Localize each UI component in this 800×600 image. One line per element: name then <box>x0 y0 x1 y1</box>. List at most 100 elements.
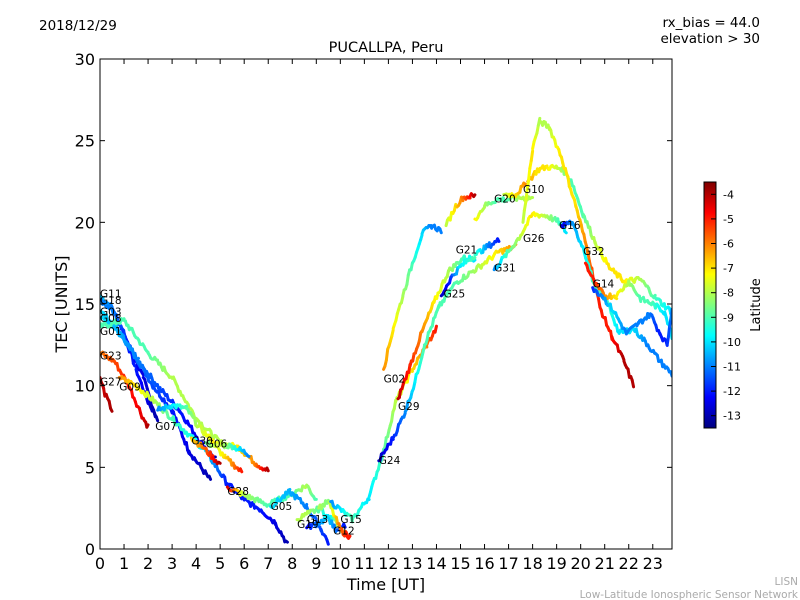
trace-g14 <box>591 286 672 347</box>
colorbar-ticks: -4 -5 -6 -7 -8 -9 -10 -11 -12 -13 <box>711 188 741 423</box>
trace-segment <box>183 404 189 409</box>
trace-segment <box>265 466 270 473</box>
trace-segment <box>135 356 140 361</box>
trace-segment <box>342 522 347 529</box>
trace-segment <box>145 423 150 429</box>
elevation-label: elevation > 30 <box>660 31 760 47</box>
sat-label-g18: G18 <box>100 295 122 307</box>
trace-segment <box>169 405 174 410</box>
sat-label-g32: G32 <box>583 246 605 258</box>
x-tick-label: 18 <box>522 554 542 573</box>
plot-area <box>100 59 672 549</box>
trace-segment <box>246 454 251 458</box>
trace-segment <box>563 229 568 235</box>
trace-segment <box>419 233 424 242</box>
trace-segment <box>481 205 487 211</box>
trace-segment <box>217 460 222 465</box>
sat-label-g03: G03 <box>100 306 122 318</box>
trace-segment <box>284 539 289 544</box>
trace-g07 <box>156 403 251 458</box>
trace-g30 <box>189 436 222 466</box>
sat-label-g26: G26 <box>523 233 545 245</box>
trace-segment <box>390 410 395 423</box>
x-tick-label: 6 <box>239 554 249 573</box>
trace-segment <box>109 406 114 413</box>
trace-segment <box>613 296 619 301</box>
sat-label-g23: G23 <box>100 351 122 363</box>
trace-segment <box>405 273 410 286</box>
x-tick-label: 12 <box>378 554 398 573</box>
bias-label: rx_bias = 44.0 <box>662 15 760 31</box>
trace-g05 <box>269 487 330 546</box>
colorbar-tick-label: -10 <box>723 336 741 349</box>
trace-g24 <box>377 242 518 463</box>
trace-segment <box>409 368 414 373</box>
x-axis: 0 1 2 3 4 5 6 7 8 9 10 11 12 13 14 15 16 17 18 19 20 21 22 23 <box>95 59 663 573</box>
colorbar-tick-label: -11 <box>723 361 741 374</box>
sat-label-g21: G21 <box>456 244 478 256</box>
colorbar-label: Latitude <box>749 278 764 332</box>
y-tick-label: 15 <box>75 295 95 314</box>
trace-g10 <box>502 163 672 316</box>
trace-segment <box>238 467 244 474</box>
trace-segment <box>433 324 438 334</box>
footer-lisn: LISN <box>775 576 798 588</box>
sat-label-g08: G08 <box>100 313 122 325</box>
x-tick-label: 21 <box>595 554 615 573</box>
sat-label-g19: G19 <box>297 519 319 531</box>
colorbar-tick-label: -6 <box>723 238 734 251</box>
x-tick-label: 13 <box>402 554 422 573</box>
trace-segment <box>666 324 672 339</box>
trace-segment <box>399 295 405 305</box>
sat-label-g09: G09 <box>119 382 141 394</box>
x-tick-label: 1 <box>119 554 129 573</box>
colorbar-tick-label: -13 <box>723 410 741 423</box>
footer-network: Low-Latitude Ionospheric Sensor Network <box>580 589 799 600</box>
colorbar-tick-label: -9 <box>723 311 734 324</box>
sat-label-g16: G16 <box>559 220 581 232</box>
y-tick-label: 0 <box>85 540 95 559</box>
x-tick-label: 20 <box>570 554 590 573</box>
sat-label-g29: G29 <box>398 401 420 413</box>
x-tick-label: 23 <box>643 554 663 573</box>
trace-segment <box>472 193 477 198</box>
trace-segment <box>207 474 213 481</box>
trace-g21 <box>444 192 477 228</box>
y-tick-label: 5 <box>85 458 95 477</box>
trace-segment <box>383 436 388 449</box>
x-tick-label: 10 <box>330 554 350 573</box>
trace-segment <box>526 166 532 183</box>
trace-segment <box>529 149 535 163</box>
x-tick-label: 15 <box>450 554 470 573</box>
trace-segment <box>133 364 138 369</box>
y-axis: 0 5 10 15 20 25 30 <box>75 50 672 559</box>
trace-segment <box>621 354 626 362</box>
colorbar-tick-label: -8 <box>723 287 734 300</box>
sat-label-g25: G25 <box>444 288 466 300</box>
trace-segment <box>390 328 395 338</box>
chart-title: PUCALLPA, Peru <box>329 40 444 56</box>
date-label: 2018/12/29 <box>39 18 117 34</box>
x-tick-label: 16 <box>474 554 494 573</box>
trace-segment <box>286 487 292 492</box>
sat-label-g12: G12 <box>333 525 355 537</box>
sat-label-g11: G11 <box>100 288 122 300</box>
colorbar-tick-label: -5 <box>723 213 734 226</box>
sat-label-g30: G30 <box>191 435 213 447</box>
trace-g25 <box>439 237 501 298</box>
x-tick-label: 11 <box>354 554 374 573</box>
x-tick-label: 4 <box>191 554 201 573</box>
trace-segment <box>384 347 390 362</box>
x-tick-label: 8 <box>287 554 297 573</box>
trace-segment <box>496 237 501 243</box>
trace-segment <box>402 411 407 419</box>
y-tick-label: 10 <box>75 377 95 396</box>
sat-label-g28: G28 <box>227 486 249 498</box>
colorbar-tick-label: -4 <box>723 188 734 201</box>
trace-g12 <box>317 498 350 539</box>
trace-segment <box>630 378 636 389</box>
trace-segment <box>421 344 426 354</box>
trace-segment <box>472 258 477 263</box>
x-tick-label: 5 <box>215 554 225 573</box>
y-tick-label: 30 <box>75 50 95 69</box>
